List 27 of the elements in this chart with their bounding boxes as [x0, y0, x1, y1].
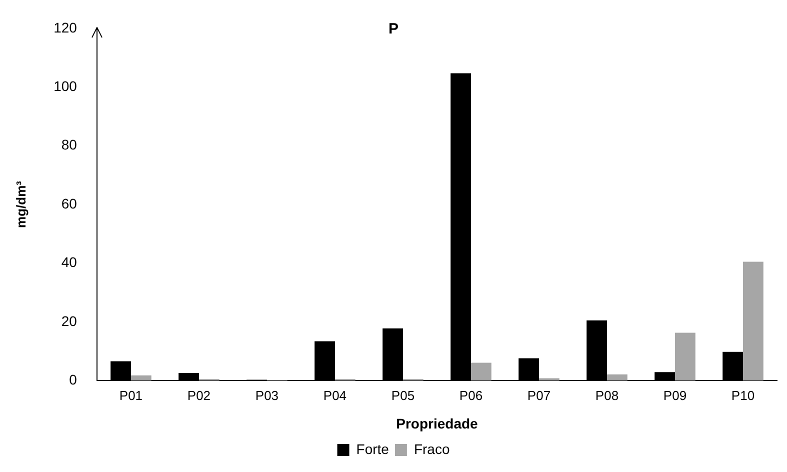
bar: [470, 362, 492, 381]
y-axis-title: mg/dm³: [13, 180, 28, 228]
x-tick-label: P04: [323, 388, 347, 403]
bar: [743, 262, 764, 381]
x-tick-label: P07: [527, 388, 551, 403]
x-tick-label: P08: [595, 388, 619, 403]
x-tick-label: P10: [731, 388, 755, 403]
bar: [130, 375, 152, 381]
y-tick-label: 120: [54, 19, 78, 36]
chart-title: P: [388, 20, 399, 38]
y-tick-label: 100: [54, 78, 78, 94]
x-tick-label: P09: [663, 388, 687, 403]
x-axis-title: Propriedade: [396, 415, 478, 432]
x-tick-label: P05: [391, 388, 415, 403]
y-tick-label: 40: [61, 254, 78, 270]
x-tick-label: P01: [119, 388, 143, 403]
y-tick-label: 0: [69, 371, 78, 388]
x-tick-label: P03: [255, 388, 279, 403]
y-tick-label: 60: [61, 195, 78, 212]
legend-label: Fraco: [414, 440, 450, 457]
legend-label: Forte: [356, 440, 390, 457]
x-tick-label: P06: [459, 388, 483, 403]
bar: [674, 332, 696, 381]
x-tick-label: P02: [187, 388, 211, 403]
y-tick-label: 80: [61, 136, 78, 153]
y-tick-label: 20: [61, 312, 78, 329]
bar: [606, 374, 628, 381]
